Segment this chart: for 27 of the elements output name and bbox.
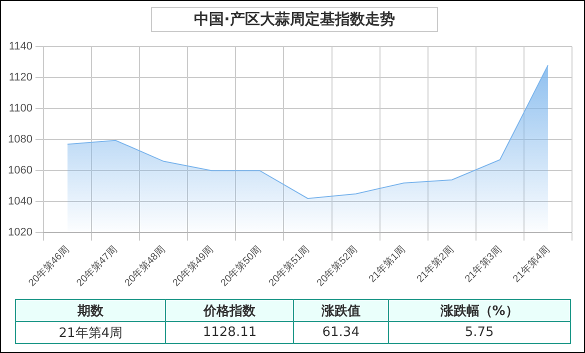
x-tick-label: 21年第2周 <box>414 243 456 285</box>
x-tick-label: 20年第48周 <box>122 243 168 289</box>
x-tick-label: 20年第46周 <box>26 243 72 289</box>
y-tick-label: 1020 <box>8 226 32 239</box>
text: 61.34 <box>294 322 388 344</box>
y-tick-label: 1060 <box>8 164 32 177</box>
x-tick-label: 20年第50周 <box>218 243 264 289</box>
text: 21年第4周 <box>16 322 166 344</box>
x-tick-label: 20年第51周 <box>266 243 312 289</box>
text: 5.75 <box>388 322 570 344</box>
x-tick-label: 21年第4周 <box>510 243 552 285</box>
y-tick-label: 1100 <box>8 102 32 115</box>
y-tick-label: 1040 <box>8 196 32 208</box>
text: 涨跌值 <box>294 300 388 322</box>
text: 涨跌幅（%） <box>388 300 570 322</box>
x-tick-label: 20年第52周 <box>314 243 360 289</box>
y-tick-label: 1080 <box>8 134 32 146</box>
text: 1128.11 <box>166 322 294 344</box>
x-tick-label: 20年第47周 <box>74 243 120 289</box>
x-tick-label: 21年第1周 <box>366 243 408 285</box>
x-tick-label: 20年第49周 <box>170 243 216 289</box>
chart-title: 中国·产区大蒜周定基指数走势 <box>151 7 438 32</box>
x-tick-label: 21年第3周 <box>462 243 504 285</box>
text: 期数 <box>16 300 166 322</box>
text: 价格指数 <box>166 300 294 322</box>
y-tick-label: 1120 <box>8 72 32 84</box>
y-tick-label: 1140 <box>8 40 32 53</box>
